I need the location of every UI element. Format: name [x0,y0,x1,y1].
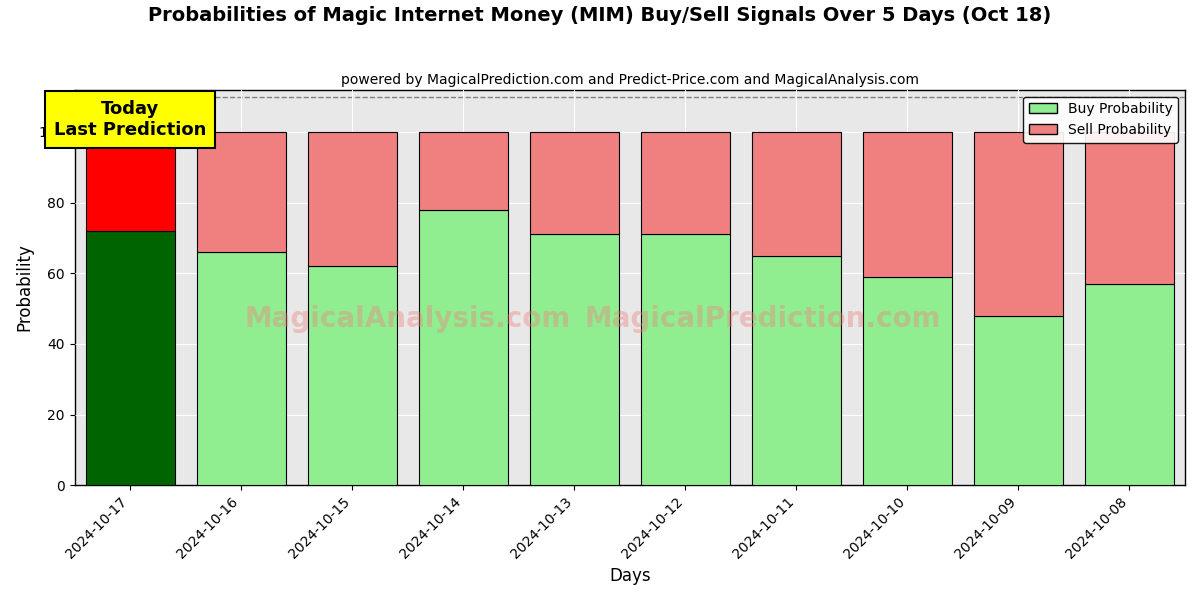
Bar [419,209,508,485]
Text: MagicalAnalysis.com: MagicalAnalysis.com [245,305,571,333]
Bar [752,256,841,485]
Bar [530,235,619,485]
Legend: Buy Probability, Sell Probability: Buy Probability, Sell Probability [1024,97,1178,143]
Bar [197,132,286,252]
X-axis label: Days: Days [610,567,650,585]
Bar [974,316,1063,485]
Bar [1085,284,1174,485]
Y-axis label: Probability: Probability [16,244,34,331]
Bar [752,132,841,256]
Text: MagicalPrediction.com: MagicalPrediction.com [584,305,941,333]
Bar [863,132,952,277]
Bar [641,132,730,235]
Bar [1085,132,1174,284]
Bar [863,277,952,485]
Bar [641,235,730,485]
Text: Today
Last Prediction: Today Last Prediction [54,100,206,139]
Bar [308,132,397,266]
Bar [197,252,286,485]
Bar [308,266,397,485]
Text: Probabilities of Magic Internet Money (MIM) Buy/Sell Signals Over 5 Days (Oct 18: Probabilities of Magic Internet Money (M… [149,6,1051,25]
Bar [85,231,174,485]
Bar [974,132,1063,316]
Bar [85,132,174,231]
Bar [530,132,619,235]
Bar [419,132,508,209]
Title: powered by MagicalPrediction.com and Predict-Price.com and MagicalAnalysis.com: powered by MagicalPrediction.com and Pre… [341,73,919,87]
